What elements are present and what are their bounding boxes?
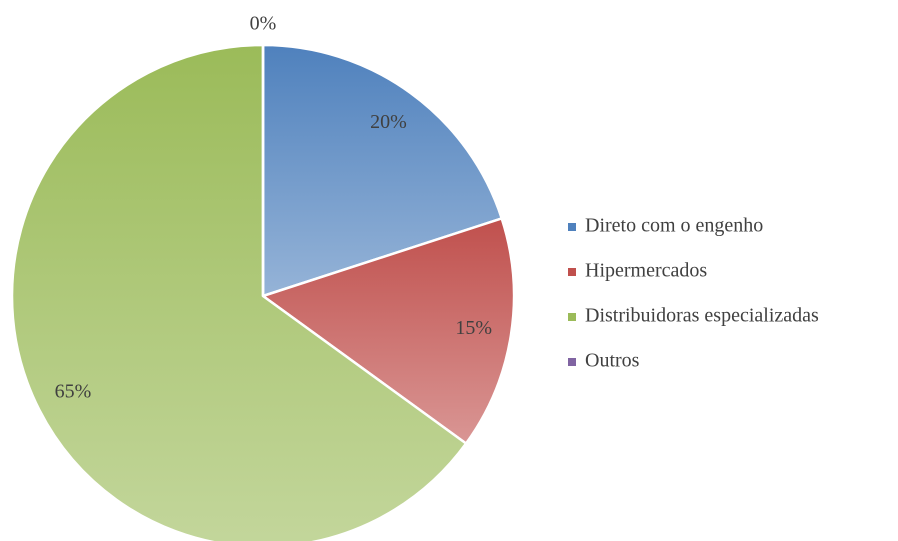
data-label: 65% [55, 380, 92, 402]
data-label: 0% [250, 13, 277, 35]
pie-slice [10, 43, 468, 541]
legend-marker [568, 358, 576, 366]
legend-label: Hipermercados [585, 260, 707, 282]
legend-label: Direto com o engenho [585, 215, 763, 237]
legend-marker [568, 268, 576, 276]
legend-marker [568, 223, 576, 231]
legend-label: Distribuidoras especializadas [585, 305, 819, 327]
data-label: 20% [370, 111, 407, 133]
pie-slice [261, 43, 504, 298]
pie-slice [260, 216, 516, 446]
legend-label: Outros [585, 350, 640, 372]
data-label: 15% [455, 317, 492, 339]
legend-marker [568, 313, 576, 321]
